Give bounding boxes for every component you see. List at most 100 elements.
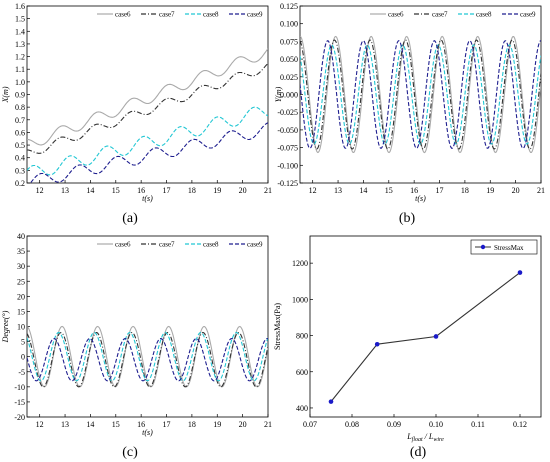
y-tick-label: 1000: [292, 295, 308, 304]
panel-b: 12 13 14 15 16 17 18 19 20 21 -0.125 -0.100 -0.075 -0…: [274, 2, 545, 226]
x-tick-label: 18: [461, 186, 469, 195]
y-axis-label: Degree(°): [1, 310, 10, 343]
legend-label-case7: case7: [159, 241, 175, 249]
x-tick-label: 13: [61, 186, 69, 195]
y-tick-label: 1.4: [15, 27, 25, 36]
y-tick-label: -0.125: [277, 179, 298, 188]
y-tick-label: -5: [18, 368, 25, 377]
series-line-case6: [300, 35, 541, 154]
x-tick-label: 12: [309, 186, 317, 195]
y-tick-label: 15: [17, 307, 25, 316]
y-axis-label: X(m): [1, 86, 10, 103]
x-tick-label: 20: [239, 420, 247, 429]
legend-box: [470, 239, 538, 255]
y-tick-label: 30: [17, 262, 25, 271]
x-tick-label: 12: [36, 420, 44, 429]
x-tick-label: 0.08: [345, 420, 359, 429]
x-tick-label: 15: [385, 186, 393, 195]
legend-label-case7: case7: [159, 11, 175, 19]
x-tick-label: 18: [188, 420, 196, 429]
x-tick-label: 14: [86, 186, 94, 195]
x-tick-label: 17: [163, 186, 171, 195]
legend-label-case9: case9: [247, 11, 263, 19]
series-line-case9: [29, 122, 268, 183]
x-tick-label: 16: [410, 186, 418, 195]
panel-letter: (d): [410, 445, 427, 460]
legend-label-case8: case8: [203, 11, 219, 19]
x-tick-label: 19: [486, 186, 494, 195]
series-line-case7: [27, 331, 268, 388]
y-tick-label: 0.8: [15, 103, 25, 112]
y-tick-label: 0.000: [280, 91, 298, 100]
panel-d: 0.07 0.08 0.09 0.10 0.11 0.12 400 600 800 1000 120…: [273, 235, 542, 460]
y-tick-label: -20: [14, 413, 25, 422]
y-tick-label: 1.6: [15, 2, 25, 11]
y-tick-label: 1.5: [15, 15, 25, 24]
series-line-case8: [27, 106, 268, 176]
series-line-stressmax: [330, 272, 521, 402]
y-tick-label: -0.075: [277, 144, 298, 153]
series-line-case7: [300, 39, 541, 150]
x-tick-label: 18: [188, 186, 196, 195]
y-tick-label: 0.6: [15, 128, 25, 137]
y-tick-label: 1.1: [15, 65, 25, 74]
data-point: [328, 399, 334, 404]
series-line-case9: [27, 338, 268, 382]
plot-frame: [26, 5, 269, 184]
x-tick-label: 19: [213, 186, 221, 195]
x-tick-label: 20: [512, 186, 520, 195]
y-tick-label: 0.7: [15, 116, 25, 125]
y-tick-label: 0.075: [280, 37, 298, 46]
y-tick-label: 400: [296, 404, 308, 413]
y-tick-label: 1.3: [15, 40, 25, 49]
panel-a: 12 13 14 15 16 17 18 19 20 21 0.2 0.3 0.4 0.5 0.6 0.7 0.…: [1, 2, 272, 226]
y-tick-label: 1.0: [15, 78, 25, 87]
series-line-case9: [300, 40, 541, 149]
y-tick-label: 800: [296, 332, 308, 341]
x-tick-label: 16: [137, 186, 145, 195]
y-tick-label: 0.050: [280, 55, 298, 64]
y-tick-label: 10: [17, 323, 25, 332]
plot-frame: [309, 235, 542, 418]
y-tick-label: 40: [17, 232, 25, 241]
y-tick-label: 25: [17, 277, 25, 286]
y-tick-label: -15: [14, 398, 25, 407]
panel-letter: (c): [122, 445, 138, 460]
y-tick-label: -0.025: [277, 108, 298, 117]
x-tick-label: 14: [86, 420, 94, 429]
series-line-case6: [27, 325, 268, 388]
legend-label-case8: case8: [476, 11, 492, 19]
x-tick-label: 17: [163, 420, 171, 429]
legend-label-case7: case7: [432, 11, 448, 19]
y-tick-label: 0.025: [280, 73, 298, 82]
y-tick-label: 35: [17, 247, 25, 256]
x-tick-label: 0.12: [513, 420, 527, 429]
panel-c: 12 13 14 15 16 17 18 19 20 21 -20 -15 -10 -5 0 5 10 15 20 2…: [1, 232, 272, 460]
y-tick-label: 1.2: [15, 53, 25, 62]
x-tick-label: 14: [359, 186, 367, 195]
x-tick-label: 21: [264, 420, 272, 429]
panel-letter: (b): [399, 211, 416, 226]
y-tick-label: 600: [296, 368, 308, 377]
x-tick-label: 21: [537, 186, 545, 195]
y-tick-label: 0.100: [280, 20, 298, 29]
series-line-case8: [300, 44, 541, 145]
y-tick-label: 0.125: [280, 2, 298, 11]
y-tick-label: 0.5: [15, 141, 25, 150]
x-axis-label: t(s): [415, 194, 426, 203]
y-tick-label: 0.4: [15, 154, 25, 163]
x-tick-label: 0.09: [387, 420, 401, 429]
x-tick-label: 21: [264, 186, 272, 195]
y-tick-label: 5: [21, 338, 25, 347]
x-tick-label: 20: [239, 186, 247, 195]
series-line-case6: [27, 48, 268, 146]
legend-marker-stressmax: [480, 244, 486, 250]
x-axis-label: Lfloat / Lwire: [406, 432, 444, 443]
y-axis-label: StressMax(Pa): [273, 303, 282, 350]
y-tick-label: 0.3: [15, 166, 25, 175]
data-point: [517, 270, 523, 275]
series-line-case8: [27, 331, 268, 382]
legend-label-case9: case9: [247, 241, 263, 249]
y-axis-label: Y(m): [274, 86, 283, 102]
y-tick-label: 0.9: [15, 91, 25, 100]
